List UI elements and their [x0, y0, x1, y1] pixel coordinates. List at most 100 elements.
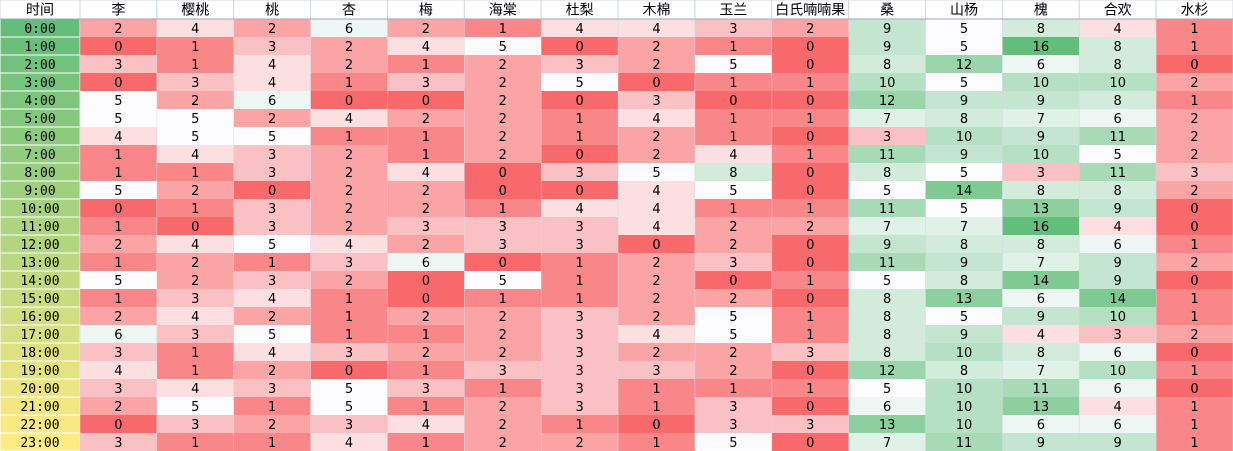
cell-value-label: 1	[191, 166, 199, 181]
cell-value-label: 2	[422, 22, 430, 37]
heatmap-cell	[387, 253, 465, 271]
heatmap-cell	[80, 361, 157, 379]
cell-value-label: 1	[575, 274, 583, 289]
cell-value-label: 5	[883, 274, 891, 289]
heatmap-cell	[925, 91, 1003, 109]
cell-value-label: 9	[1037, 130, 1045, 145]
heatmap-cell	[925, 19, 1003, 37]
cell-value-label: 4	[191, 310, 199, 325]
cell-value-label: 2	[652, 148, 660, 163]
heatmap-cell	[848, 397, 926, 415]
heatmap-cell	[771, 397, 849, 415]
heatmap-cell	[387, 433, 465, 451]
cell-value-label: 2	[652, 256, 660, 271]
heatmap-cell	[464, 127, 542, 145]
cell-value-label: 4	[1037, 328, 1045, 343]
cell-value-label: 2	[268, 310, 276, 325]
cell-value-label: 7	[1037, 364, 1045, 379]
cell-value-label: 5	[960, 22, 968, 37]
heatmap-cell	[233, 271, 311, 289]
heatmap-cell	[310, 199, 388, 217]
heatmap-cell	[80, 397, 157, 415]
cell-value-label: 5	[575, 76, 583, 91]
cell-value-label: 1	[422, 58, 430, 73]
heatmap-cell	[387, 361, 465, 379]
heatmap-cell	[848, 55, 926, 73]
cell-value-label: 11	[1109, 166, 1126, 181]
heatmap-cell	[541, 325, 619, 343]
cell-value-label: 0	[729, 274, 737, 289]
heatmap-cell	[541, 361, 619, 379]
cell-value-label: 11	[879, 148, 896, 163]
heatmap-cell	[848, 163, 926, 181]
heatmap-cell	[1002, 163, 1080, 181]
cell-value-label: 0	[575, 94, 583, 109]
cell-value-label: 2	[345, 148, 353, 163]
cell-value-label: 2	[345, 220, 353, 235]
cell-value-label: 3	[114, 58, 122, 73]
cell-value-label: 3	[729, 22, 737, 37]
cell-value-label: 0	[114, 76, 122, 91]
heatmap-cell	[156, 199, 234, 217]
cell-value-label: 3	[1114, 328, 1122, 343]
column-header-label: 白氏喃喃果	[775, 3, 845, 19]
heatmap-cell	[233, 181, 311, 199]
time-label: 4:00	[24, 94, 55, 109]
heatmap-cell	[694, 109, 772, 127]
heatmap-cell	[80, 145, 157, 163]
heatmap-cell	[771, 343, 849, 361]
cell-value-label: 4	[191, 238, 199, 253]
cell-value-label: 4	[575, 22, 583, 37]
heatmap-cell	[387, 181, 465, 199]
time-label: 19:00	[20, 364, 59, 379]
heatmap-cell	[1156, 415, 1233, 433]
heatmap-cell	[618, 361, 695, 379]
cell-value-label: 1	[191, 40, 199, 55]
cell-value-label: 11	[956, 436, 973, 451]
cell-value-label: 8	[883, 292, 891, 307]
cell-value-label: 2	[499, 112, 507, 127]
cell-value-label: 1	[114, 220, 122, 235]
cell-value-label: 1	[345, 310, 353, 325]
cell-value-label: 2	[499, 58, 507, 73]
cell-value-label: 8	[883, 310, 891, 325]
cell-value-label: 2	[652, 130, 660, 145]
heatmap-cell	[541, 127, 619, 145]
heatmap-cell	[925, 181, 1003, 199]
heatmap-cell	[156, 361, 234, 379]
heatmap-cell	[1002, 73, 1080, 91]
time-label: 7:00	[24, 148, 55, 163]
cell-value-label: 0	[499, 184, 507, 199]
heatmap-cell	[156, 271, 234, 289]
heatmap-cell	[618, 415, 695, 433]
cell-value-label: 8	[883, 166, 891, 181]
heatmap-cell	[848, 235, 926, 253]
cell-value-label: 0	[806, 238, 814, 253]
heatmap-cell	[694, 235, 772, 253]
cell-value-label: 10	[1109, 310, 1126, 325]
heatmap-cell	[618, 73, 695, 91]
heatmap-cell	[1002, 127, 1080, 145]
heatmap-cell	[310, 55, 388, 73]
cell-value-label: 7	[883, 220, 891, 235]
cell-value-label: 2	[191, 274, 199, 289]
heatmap-cell	[1079, 109, 1157, 127]
cell-value-label: 1	[729, 382, 737, 397]
cell-value-label: 2	[652, 274, 660, 289]
cell-value-label: 4	[345, 112, 353, 127]
heatmap-cell	[1079, 253, 1157, 271]
heatmap-cell	[464, 397, 542, 415]
column-header-label: 桑	[880, 3, 894, 19]
cell-value-label: 3	[268, 148, 276, 163]
cell-value-label: 9	[960, 94, 968, 109]
heatmap-cell	[233, 379, 311, 397]
heatmap-cell	[925, 361, 1003, 379]
heatmap-cell	[1079, 37, 1157, 55]
cell-value-label: 4	[422, 40, 430, 55]
heatmap-cell	[541, 271, 619, 289]
heatmap-cell	[464, 415, 542, 433]
cell-value-label: 5	[729, 310, 737, 325]
heatmap-cell	[1079, 19, 1157, 37]
cell-value-label: 1	[575, 292, 583, 307]
heatmap-cell	[1156, 127, 1233, 145]
